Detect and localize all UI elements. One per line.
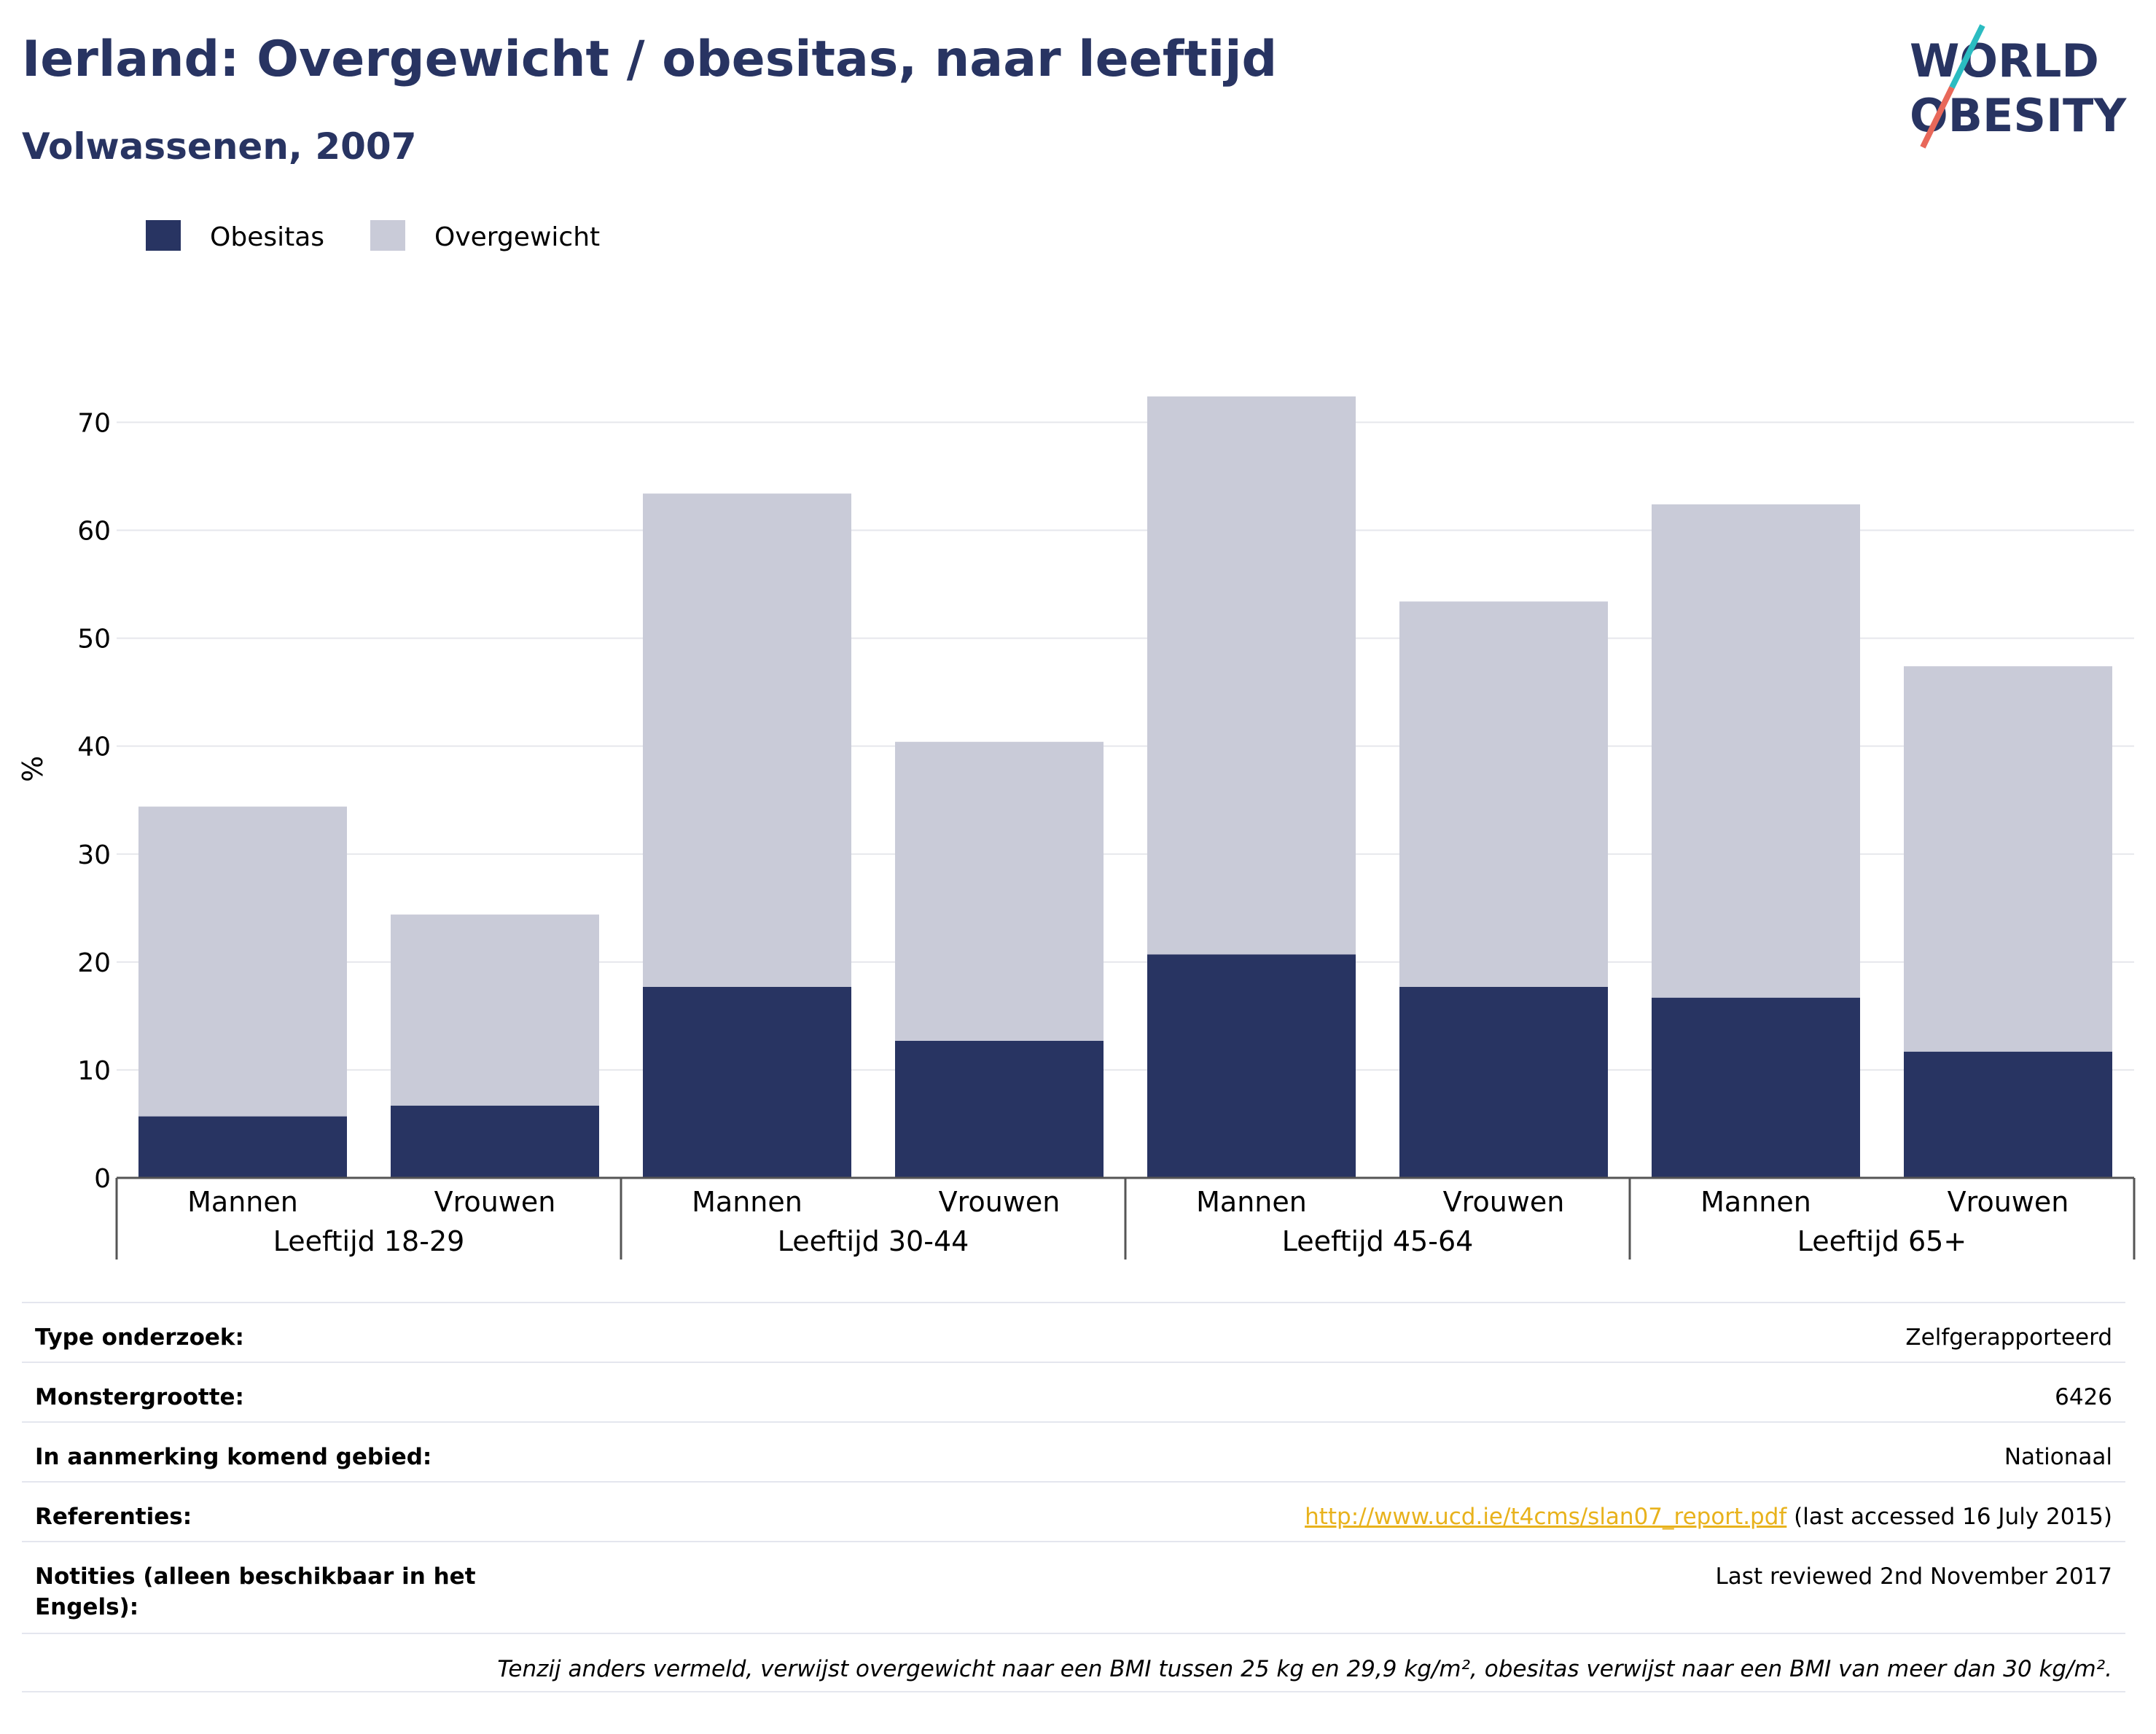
reference-suffix: (last accessed 16 July 2015) — [1786, 1504, 2112, 1530]
x-axis: Mannen Vrouwen Mannen Vrouwen Mannen Vrouwen M… — [115, 1176, 2136, 1260]
legend-label: Obesitas — [210, 222, 324, 252]
info-row-notes: Notities (alleen beschikbaar in het Enge… — [22, 1541, 2125, 1633]
info-label: Monstergrootte: — [35, 1384, 244, 1410]
chart-subtitle: Volwassenen, 2007 — [22, 125, 417, 168]
y-axis-ticks: 0 10 20 30 40 50 60 70 — [77, 408, 111, 1194]
y-tick-label: 50 — [77, 625, 111, 655]
group-label: Leeftijd 30-44 — [778, 1225, 969, 1257]
info-value: Zelfgerapporteerd — [1905, 1324, 2112, 1351]
y-tick-label: 10 — [77, 1056, 111, 1086]
legend-swatch — [370, 220, 405, 251]
bar-obesitas — [138, 1116, 347, 1178]
info-row-references: Referenties: http://www.ucd.ie/t4cms/sla… — [22, 1481, 2125, 1541]
info-value: Last reviewed 2nd November 2017 — [1715, 1563, 2112, 1590]
x-tick-label: Vrouwen — [434, 1186, 556, 1218]
info-row-survey-type: Type onderzoek: Zelfgerapporteerd — [22, 1302, 2125, 1362]
info-label: Type onderzoek: — [35, 1324, 244, 1351]
bar-obesitas — [1399, 986, 1608, 1178]
y-tick-label: 0 — [94, 1164, 111, 1194]
bar-overgewicht — [391, 914, 599, 1106]
bar-obesitas — [895, 1040, 1104, 1178]
y-tick-label: 20 — [77, 948, 111, 978]
y-tick-label: 30 — [77, 840, 111, 870]
group-label: Leeftijd 45-64 — [1282, 1225, 1474, 1257]
reference-link[interactable]: http://www.ucd.ie/t4cms/slan07_report.pd… — [1305, 1504, 1787, 1530]
legend-swatch — [146, 220, 181, 251]
bars — [138, 396, 2112, 1178]
info-label: In aanmerking komend gebied: — [35, 1444, 432, 1470]
bar-obesitas — [1652, 997, 1860, 1178]
legend: Obesitas Overgewicht — [146, 220, 600, 252]
x-tick-label: Mannen — [1700, 1186, 1811, 1218]
y-tick-label: 70 — [77, 408, 111, 438]
info-row-area: In aanmerking komend gebied: Nationaal — [22, 1421, 2125, 1481]
legend-label: Overgewicht — [434, 222, 600, 252]
y-axis-label: % — [17, 756, 49, 782]
x-tick-label: Mannen — [1196, 1186, 1307, 1218]
chart-title: Ierland: Overgewicht / obesitas, naar le… — [22, 31, 1278, 88]
x-tick-label: Vrouwen — [1948, 1186, 2069, 1218]
bar-obesitas — [643, 986, 851, 1178]
bar-obesitas — [1904, 1051, 2112, 1178]
bar-overgewicht — [138, 806, 347, 1117]
logo-stroke-coral — [1920, 86, 1955, 149]
logo-stroke-teal — [1949, 24, 1985, 89]
info-value: 6426 — [2055, 1384, 2112, 1410]
info-row-sample-size: Monstergrootte: 6426 — [22, 1362, 2125, 1421]
bar-overgewicht — [1652, 504, 1860, 998]
x-tick-label: Mannen — [692, 1186, 802, 1218]
footnote: Tenzij anders vermeld, verwijst overgewi… — [22, 1633, 2125, 1692]
bar-overgewicht — [643, 493, 851, 987]
info-table: Type onderzoek: Zelfgerapporteerd Monste… — [22, 1302, 2125, 1692]
bar-overgewicht — [895, 741, 1104, 1041]
stacked-bar-chart: 0 10 20 30 40 50 60 70 Mannen Vrouwen Mannen Vrouw… — [17, 220, 2136, 1260]
y-tick-label: 40 — [77, 733, 111, 762]
world-obesity-logo: WORLD OBESITY — [1910, 24, 2127, 149]
x-tick-label: Vrouwen — [939, 1186, 1061, 1218]
info-label: Referenties: — [35, 1504, 192, 1530]
bar-obesitas — [391, 1105, 599, 1178]
group-label: Leeftijd 65+ — [1797, 1225, 1966, 1257]
info-value: Nationaal — [2004, 1444, 2112, 1470]
info-value: http://www.ucd.ie/t4cms/slan07_report.pd… — [1305, 1501, 2112, 1532]
info-label: Notities (alleen beschikbaar in het Enge… — [35, 1563, 476, 1620]
x-tick-label: Vrouwen — [1443, 1186, 1565, 1218]
bar-overgewicht — [1904, 666, 2112, 1052]
bar-overgewicht — [1399, 601, 1608, 987]
logo-text-world: WORLD — [1910, 34, 2099, 87]
bar-obesitas — [1147, 954, 1356, 1178]
logo-text-obesity: OBESITY — [1910, 89, 2127, 142]
x-tick-label: Mannen — [187, 1186, 298, 1218]
bar-overgewicht — [1147, 396, 1356, 955]
group-label: Leeftijd 18-29 — [273, 1225, 465, 1257]
y-tick-label: 60 — [77, 517, 111, 547]
